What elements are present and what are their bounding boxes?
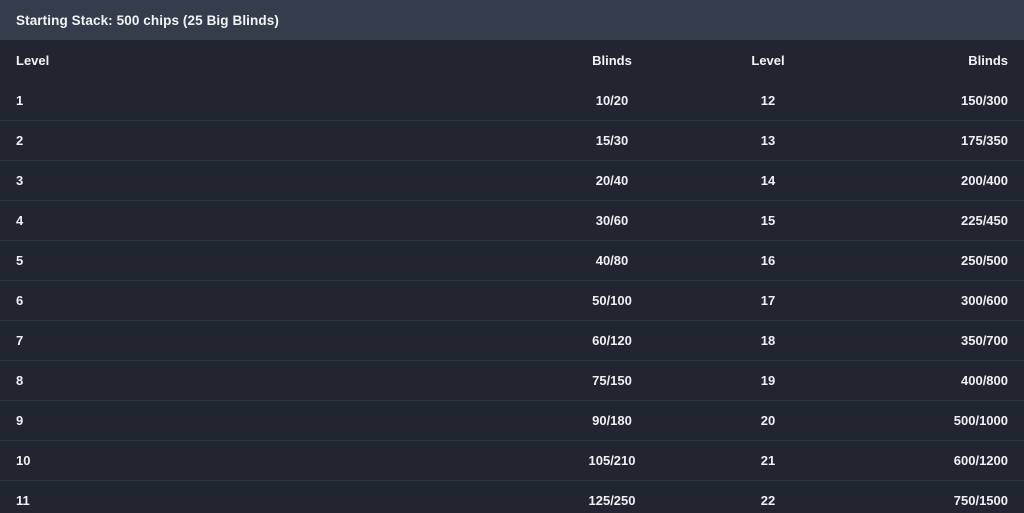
level-cell-right: 21 — [760, 453, 776, 468]
table-row: 6 50/100 17 300/600 — [0, 280, 1024, 320]
blinds-cell-left: 30/60 — [595, 213, 629, 228]
level-cell-left: 5 — [16, 253, 24, 268]
level-cell-right: 19 — [760, 373, 776, 388]
table-row: 7 60/120 18 350/700 — [0, 320, 1024, 360]
blinds-cell-right: 500/1000 — [953, 413, 1008, 428]
table-row: 9 90/180 20 500/1000 — [0, 400, 1024, 440]
table-row: 5 40/80 16 250/500 — [0, 240, 1024, 280]
level-cell-right: 15 — [760, 213, 776, 228]
level-cell-left: 9 — [16, 413, 24, 428]
blinds-cell-left: 15/30 — [595, 133, 629, 148]
blinds-cell-right: 200/400 — [961, 173, 1008, 188]
blinds-cell-left: 105/210 — [588, 453, 636, 468]
starting-stack-bar: Starting Stack: 500 chips (25 Big Blinds… — [0, 0, 1024, 40]
level-cell-left: 10 — [16, 453, 31, 468]
blinds-cell-right: 600/1200 — [953, 453, 1008, 468]
level-cell-left: 4 — [16, 213, 24, 228]
level-cell-left: 2 — [16, 133, 24, 148]
table-row: 2 15/30 13 175/350 — [0, 120, 1024, 160]
blind-levels-table: Level Blinds Level Blinds 1 10/20 12 150/30… — [0, 40, 1024, 513]
blinds-cell-left: 40/80 — [595, 253, 629, 268]
table-header-row: Level Blinds Level Blinds — [0, 40, 1024, 80]
blinds-cell-right: 225/450 — [961, 213, 1008, 228]
level-cell-left: 1 — [16, 92, 24, 108]
starting-stack-label: Starting Stack: 500 chips (25 Big Blinds… — [16, 12, 279, 28]
blinds-cell-left: 10/20 — [595, 92, 629, 108]
level-cell-right: 17 — [760, 293, 776, 308]
blinds-cell-right: 150/300 — [961, 92, 1008, 108]
header-blinds-right: Blinds — [968, 52, 1008, 68]
level-cell-left: 11 — [16, 493, 30, 508]
table-row: 8 75/150 19 400/800 — [0, 360, 1024, 400]
level-cell-left: 3 — [16, 173, 24, 188]
level-cell-right: 14 — [760, 173, 776, 188]
table-row: 10 105/210 21 600/1200 — [0, 440, 1024, 480]
blinds-cell-left: 50/100 — [592, 293, 632, 308]
level-cell-left: 6 — [16, 293, 24, 308]
level-cell-right: 13 — [760, 133, 776, 148]
header-blinds-left: Blinds — [592, 52, 632, 68]
blinds-cell-left: 20/40 — [595, 173, 629, 188]
table-row: 11 125/250 22 750/1500 — [0, 480, 1024, 513]
header-level-right: Level — [751, 52, 785, 68]
blinds-cell-left: 90/180 — [592, 413, 632, 428]
level-cell-right: 22 — [760, 493, 776, 508]
level-cell-right: 12 — [760, 92, 776, 108]
blinds-cell-right: 350/700 — [961, 333, 1008, 348]
level-cell-right: 16 — [760, 253, 776, 268]
level-cell-left: 7 — [16, 333, 24, 348]
blinds-cell-right: 175/350 — [961, 133, 1008, 148]
blinds-cell-left: 75/150 — [592, 373, 632, 388]
blinds-cell-right: 750/1500 — [953, 493, 1008, 508]
level-cell-right: 18 — [760, 333, 776, 348]
blinds-cell-right: 250/500 — [961, 253, 1008, 268]
blinds-cell-right: 400/800 — [961, 373, 1008, 388]
table-row: 3 20/40 14 200/400 — [0, 160, 1024, 200]
blinds-cell-left: 60/120 — [592, 333, 632, 348]
table-row: 4 30/60 15 225/450 — [0, 200, 1024, 240]
blinds-cell-right: 300/600 — [961, 293, 1008, 308]
table-row: 1 10/20 12 150/300 — [0, 80, 1024, 120]
level-cell-right: 20 — [760, 413, 776, 428]
table-body: 1 10/20 12 150/300 2 15/30 13 175/350 3 20/40 14 20… — [0, 80, 1024, 513]
header-level-left: Level — [16, 52, 50, 68]
level-cell-left: 8 — [16, 373, 24, 388]
blinds-cell-left: 125/250 — [588, 493, 636, 508]
